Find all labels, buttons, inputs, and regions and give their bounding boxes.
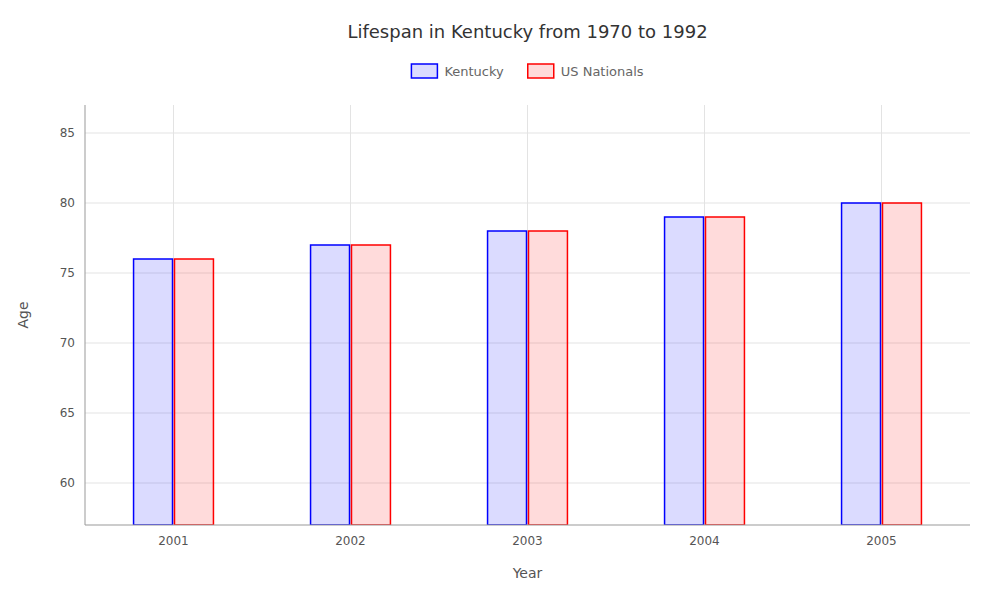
y-tick-label: 60 (60, 476, 75, 490)
legend-swatch (411, 64, 437, 78)
y-axis-line (85, 105, 86, 525)
y-tick-label: 65 (60, 406, 75, 420)
y-axis-label: Age (15, 301, 31, 328)
bar (311, 245, 350, 525)
legend-label: Kentucky (444, 64, 504, 79)
bar (706, 217, 745, 525)
x-tick-label: 2003 (512, 534, 543, 548)
bar (529, 231, 568, 525)
bar (134, 259, 173, 525)
bar (842, 203, 881, 525)
x-tick-label: 2005 (866, 534, 897, 548)
bar (175, 259, 214, 525)
bar (883, 203, 922, 525)
x-tick-label: 2002 (335, 534, 366, 548)
title: Lifespan in Kentucky from 1970 to 1992 (347, 21, 707, 42)
bar (352, 245, 391, 525)
bar (488, 231, 527, 525)
legend: Kentucky US Nationals (411, 64, 643, 79)
x-tick-label: 2001 (158, 534, 189, 548)
x-axis-line (85, 525, 970, 526)
legend-swatch (528, 64, 554, 78)
y-tick-label: 70 (60, 336, 75, 350)
bar (665, 217, 704, 525)
legend-label: US Nationals (561, 64, 644, 79)
y-tick-label: 85 (60, 126, 75, 140)
bars (134, 203, 922, 525)
y-tick-label: 75 (60, 266, 75, 280)
x-tick-label: 2004 (689, 534, 720, 548)
chart: 60 65 70 75 80 85 2001 2002 2003 2004 2005 Lifespan… (0, 0, 1000, 600)
legend-item: US Nationals (528, 64, 644, 79)
legend-item: Kentucky (411, 64, 504, 79)
x-axis-label: Year (512, 565, 543, 581)
y-tick-label: 80 (60, 196, 75, 210)
